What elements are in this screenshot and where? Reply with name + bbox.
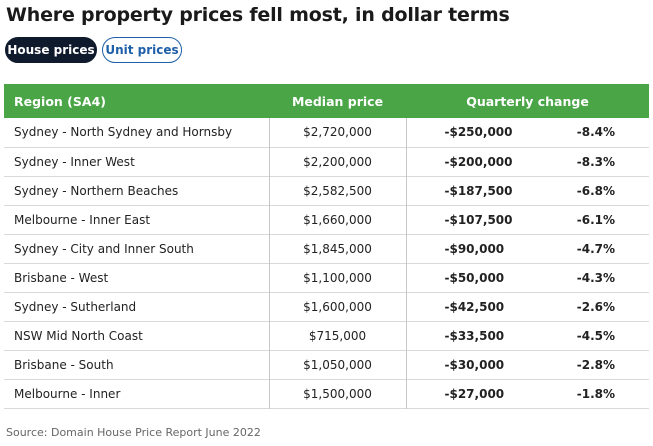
table-row: NSW Mid North Coast $715,000 -$33,500 -4.5% <box>4 321 650 350</box>
column-header-quarterly-change[interactable]: Quarterly change <box>466 93 589 109</box>
median-price-cell: $1,050,000 <box>269 350 407 379</box>
table-row: Sydney - Northern Beaches $2,582,500 -$187… <box>4 176 650 205</box>
dollar-change-cell: -$90,000 <box>444 241 505 256</box>
chart-title: Where property prices fell most, in doll… <box>6 4 510 26</box>
dollar-change-cell: -$33,500 <box>444 328 505 343</box>
table-row: Sydney - Inner West $2,200,000 -$200,000 -8… <box>4 147 650 176</box>
percent-change-cell: -4.5% <box>576 328 616 343</box>
source-note: Source: Domain House Price Report June 2… <box>6 426 261 439</box>
house-prices-toggle[interactable]: House prices <box>5 37 97 63</box>
price-table: Region (SA4) Median price Quarterly chan… <box>4 84 650 409</box>
median-price-cell: $1,845,000 <box>269 234 407 263</box>
percent-change-cell: -4.3% <box>576 270 616 285</box>
dollar-change-cell: -$27,000 <box>444 386 505 401</box>
dollar-change-cell: -$42,500 <box>444 299 505 314</box>
dollar-change-cell: -$50,000 <box>444 270 505 285</box>
price-table-container: Region (SA4) Median price Quarterly chan… <box>4 84 650 409</box>
region-cell: Melbourne - Inner East <box>4 205 270 234</box>
column-header-region[interactable]: Region (SA4) <box>14 93 106 109</box>
region-cell: NSW Mid North Coast <box>4 321 270 350</box>
region-cell: Melbourne - Inner <box>4 379 270 408</box>
table-row: Melbourne - Inner $1,500,000 -$27,000 -1.8% <box>4 379 650 408</box>
dollar-change-cell: -$107,500 <box>444 212 513 227</box>
dollar-change-cell: -$250,000 <box>444 125 513 140</box>
median-price-cell: $1,660,000 <box>269 205 407 234</box>
median-price-cell: $2,720,000 <box>269 118 407 147</box>
percent-change-cell: -1.8% <box>576 386 616 401</box>
dollar-change-cell: -$200,000 <box>444 154 513 169</box>
median-price-cell: $715,000 <box>269 321 407 350</box>
median-price-cell: $1,500,000 <box>269 379 407 408</box>
table-row: Brisbane - South $1,050,000 -$30,000 -2.8% <box>4 350 650 379</box>
table-row: Brisbane - West $1,100,000 -$50,000 -4.3% <box>4 263 650 292</box>
median-price-cell: $1,100,000 <box>269 263 407 292</box>
percent-change-cell: -2.8% <box>576 357 616 372</box>
percent-change-cell: -8.3% <box>576 154 616 169</box>
dollar-change-cell: -$30,000 <box>444 357 505 372</box>
table-body: Sydney - North Sydney and Hornsby $2,720,… <box>4 118 650 408</box>
percent-change-cell: -6.1% <box>576 212 616 227</box>
region-cell: Sydney - Inner West <box>4 147 270 176</box>
percent-change-cell: -6.8% <box>576 183 616 198</box>
region-cell: Brisbane - South <box>4 350 270 379</box>
percent-change-cell: -2.6% <box>576 299 616 314</box>
dollar-change-cell: -$187,500 <box>444 183 513 198</box>
percent-change-cell: -4.7% <box>576 241 616 256</box>
table-row: Sydney - Sutherland $1,600,000 -$42,500 -2.… <box>4 292 650 321</box>
median-price-cell: $2,582,500 <box>269 176 407 205</box>
region-cell: Sydney - City and Inner South <box>4 234 270 263</box>
median-price-cell: $2,200,000 <box>269 147 407 176</box>
percent-change-cell: -8.4% <box>576 125 616 140</box>
table-row: Sydney - North Sydney and Hornsby $2,720,… <box>4 118 650 147</box>
region-cell: Brisbane - West <box>4 263 270 292</box>
table-row: Sydney - City and Inner South $1,845,000 -… <box>4 234 650 263</box>
table-header-row: Region (SA4) Median price Quarterly chan… <box>4 84 650 118</box>
region-cell: Sydney - Northern Beaches <box>4 176 270 205</box>
unit-prices-toggle[interactable]: Unit prices <box>102 37 182 63</box>
price-type-toggle-group: House prices Unit prices <box>5 37 182 63</box>
table-row: Melbourne - Inner East $1,660,000 -$107,50… <box>4 205 650 234</box>
column-header-median-price[interactable]: Median price <box>291 93 384 109</box>
median-price-cell: $1,600,000 <box>269 292 407 321</box>
region-cell: Sydney - North Sydney and Hornsby <box>4 118 270 147</box>
region-cell: Sydney - Sutherland <box>4 292 270 321</box>
